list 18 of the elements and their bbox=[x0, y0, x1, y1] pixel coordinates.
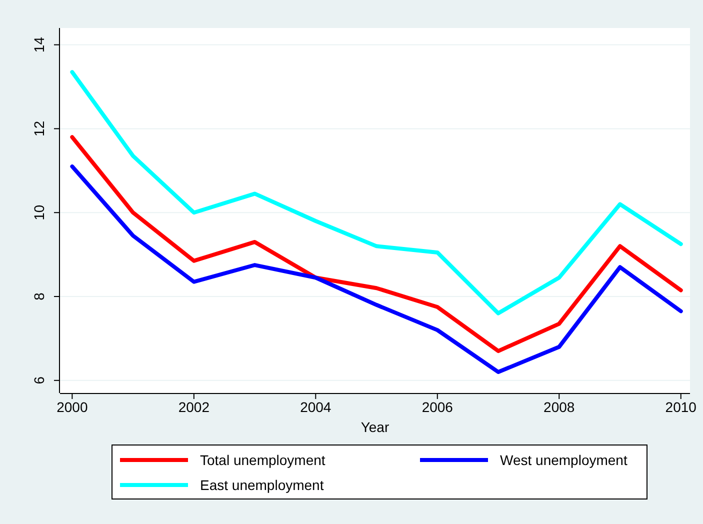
legend-label: West unemployment bbox=[500, 452, 628, 468]
line-series bbox=[70, 164, 683, 374]
y-tick-label: 6 bbox=[31, 376, 47, 384]
x-tick-label: 2000 bbox=[56, 398, 88, 415]
x-axis-title: Year bbox=[360, 419, 390, 435]
legend-label: Total unemployment bbox=[200, 452, 326, 468]
x-tick-label: 2006 bbox=[422, 398, 454, 415]
x-tick-label: 2008 bbox=[544, 398, 575, 415]
line-series bbox=[70, 135, 683, 354]
line-series bbox=[70, 70, 683, 316]
x-tick-label: 2010 bbox=[665, 398, 697, 415]
y-tick-label: 14 bbox=[31, 36, 47, 53]
x-tick-label: 2004 bbox=[300, 398, 332, 415]
legend-label: East unemployment bbox=[200, 477, 324, 493]
x-tick-label: 2002 bbox=[178, 398, 210, 415]
y-tick-label: 12 bbox=[31, 120, 47, 136]
y-tick-label: 8 bbox=[31, 292, 47, 300]
y-tick-label: 10 bbox=[31, 204, 47, 220]
